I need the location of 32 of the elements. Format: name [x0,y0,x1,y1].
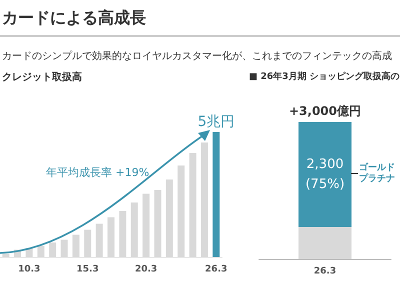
bar [2,254,10,257]
bar [130,202,138,257]
chart-title: ■ 26年3月期 ショッピング取扱高の [249,70,400,83]
bar [60,240,68,257]
bar [72,234,80,257]
text: ゴールド [359,163,395,173]
x-tick-label: 26.3 [205,264,228,274]
bar [37,246,44,257]
data-label: 2,300 (75%) [305,157,345,192]
bar [212,132,220,257]
bar [178,166,185,257]
bar [49,242,56,257]
chart-subtitle: カードのシンプルで効果的なロイヤルカスタマー化が、これまでのフィンテックの高成 [2,50,392,63]
y-axis-title: クレジット取扱高 [2,70,82,84]
bar [96,224,103,257]
text: プラチナ [359,174,395,184]
bar [200,142,208,257]
bar [108,217,114,257]
bar [142,194,150,257]
x-tick-label: 20.3 [134,264,158,274]
bar [119,211,126,257]
annotation: 年平均成長率 +19% [46,165,150,180]
bar [166,180,173,257]
bar [84,230,92,257]
x-tick-label: 15.3 [76,264,99,274]
chart-title: カードによる高成長 [2,8,146,29]
bar [154,190,162,257]
x-tick-label: 26.3 [314,266,336,276]
data-label: 5兆円 [198,114,235,130]
total-label: +3,000億円 [288,103,362,120]
x-tick-label: 10.3 [18,264,40,274]
bar [189,153,196,257]
